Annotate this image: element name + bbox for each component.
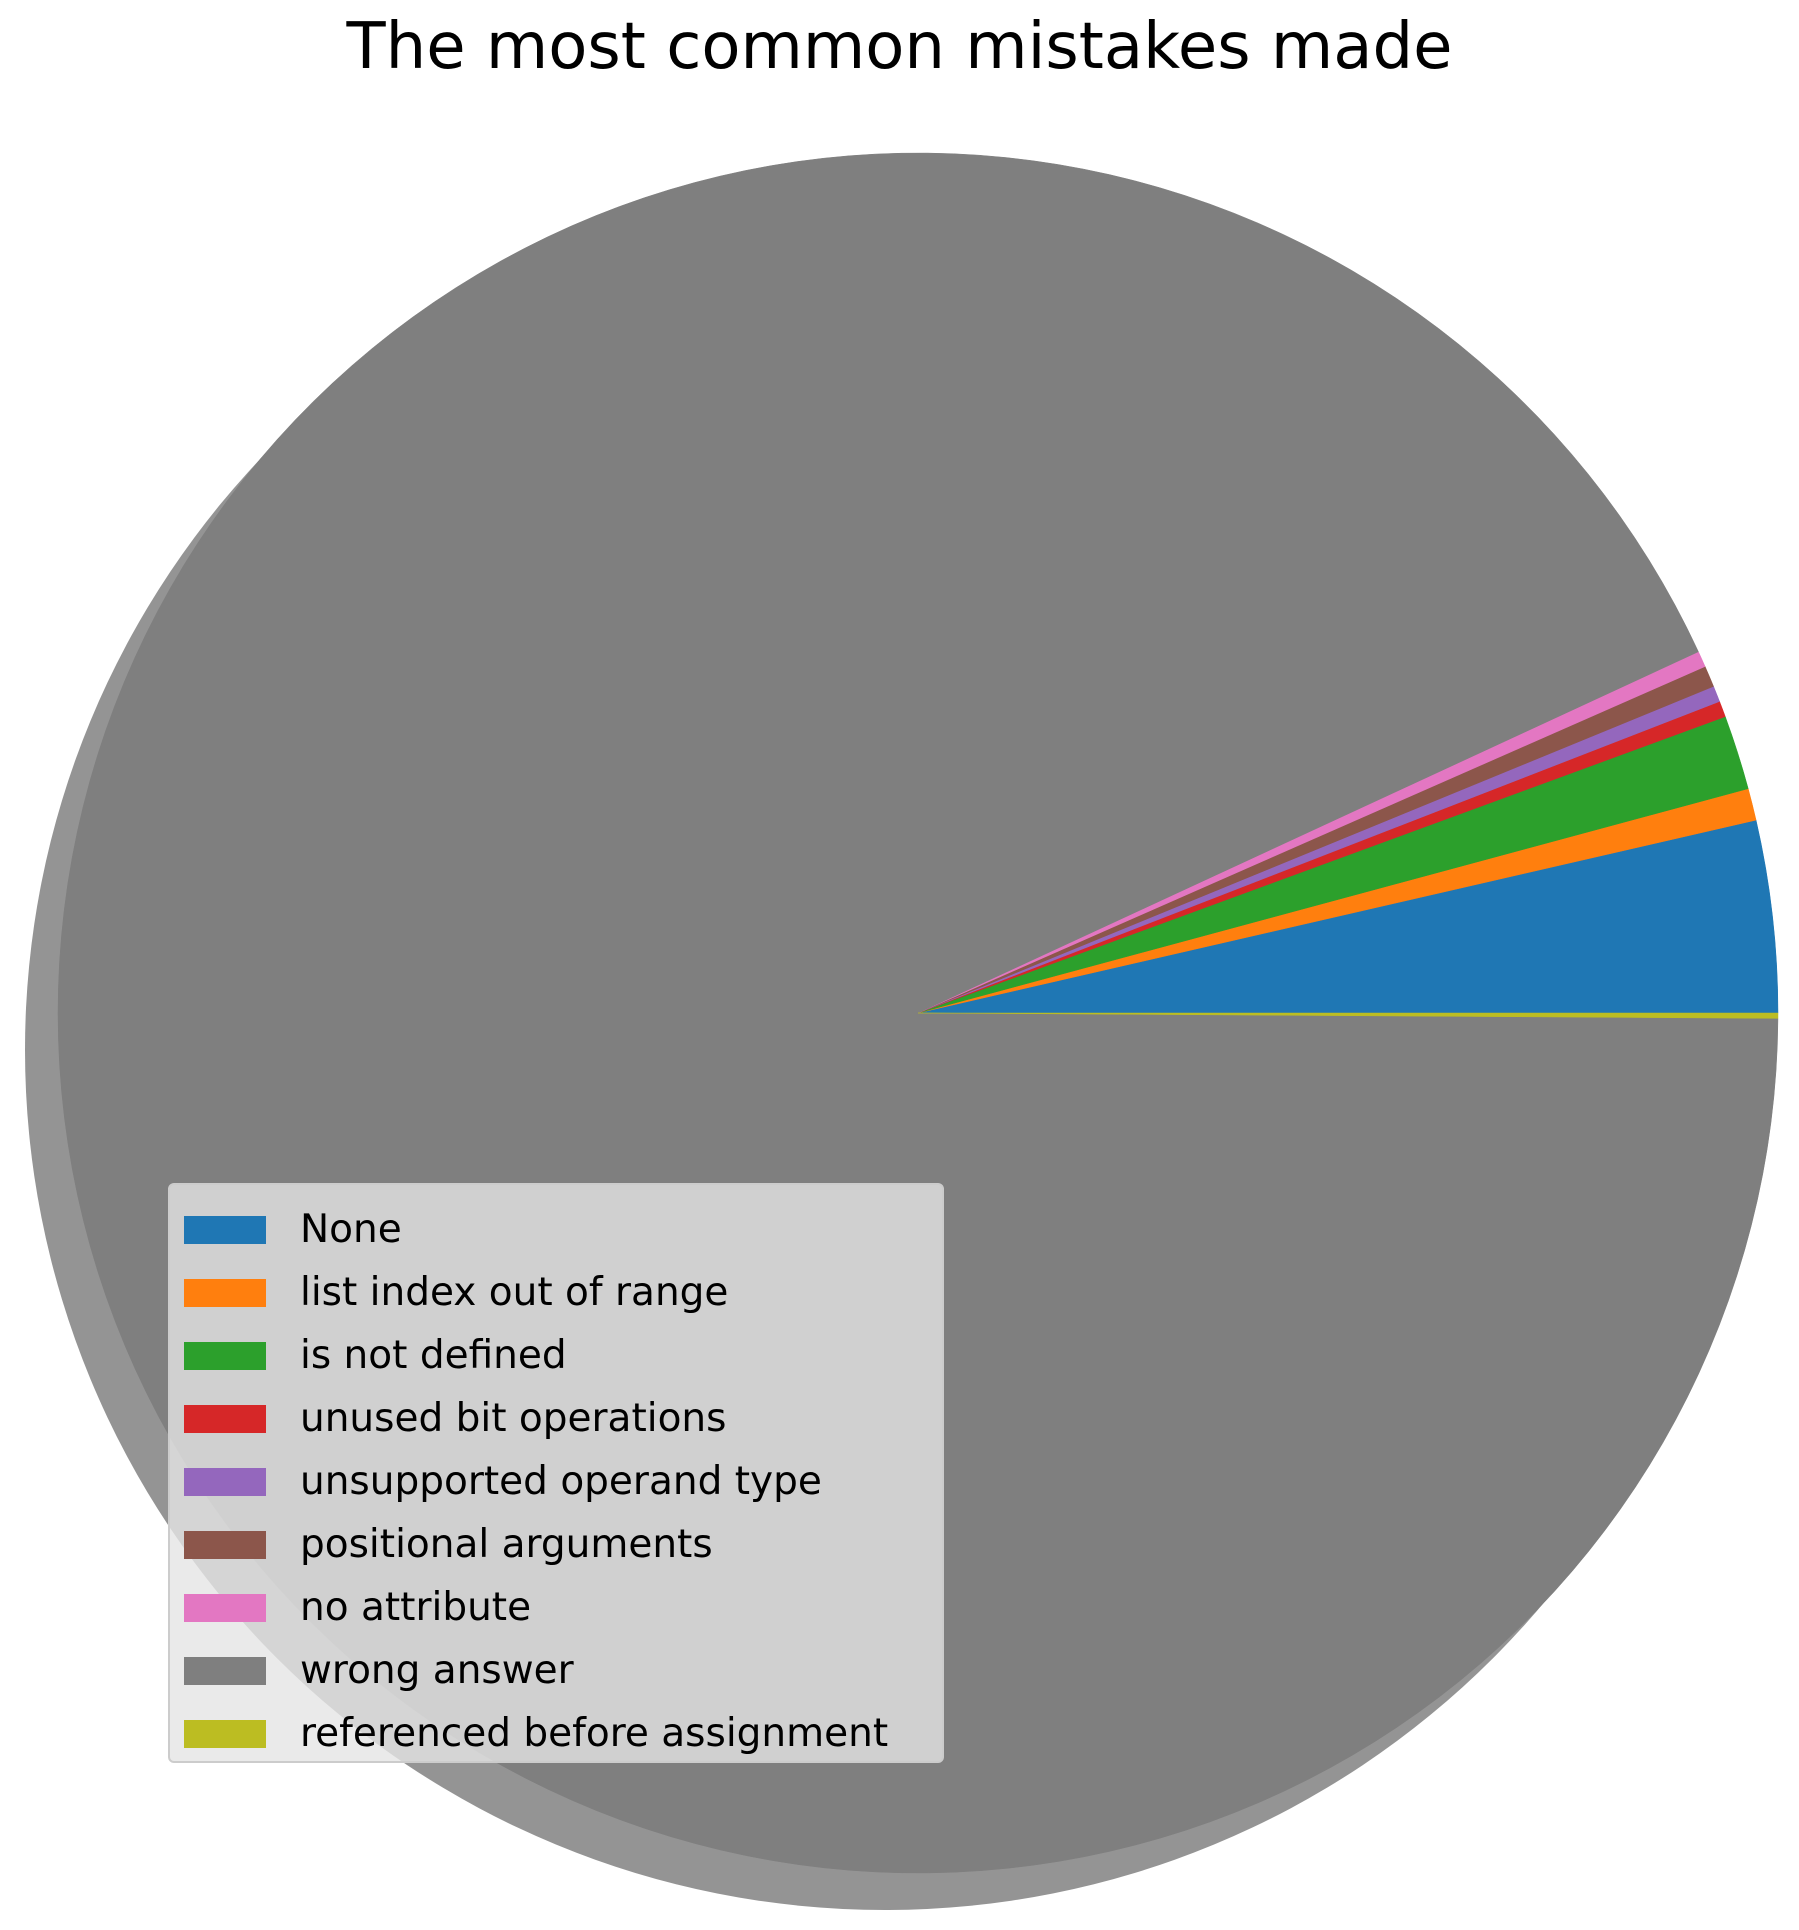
legend: None list index out of range is not define… — [168, 1183, 944, 1763]
legend-item: None — [184, 1198, 942, 1261]
legend-swatch — [184, 1593, 266, 1622]
legend-item: list index out of range — [184, 1261, 942, 1324]
legend-swatch — [184, 1656, 266, 1685]
legend-item: wrong answer — [184, 1639, 942, 1702]
legend-item: positional arguments — [184, 1513, 942, 1576]
legend-label: wrong answer — [300, 1648, 574, 1693]
legend-label: is not defined — [300, 1333, 567, 1378]
legend-swatch — [184, 1215, 266, 1244]
legend-swatch — [184, 1341, 266, 1370]
legend-item: unused bit operations — [184, 1387, 942, 1450]
pie-slice-referenced-before-assignment — [917, 1012, 1779, 1019]
legend-label: None — [300, 1207, 402, 1252]
legend-label: referenced before assignment — [300, 1711, 889, 1756]
legend-swatch — [184, 1530, 266, 1559]
legend-swatch — [184, 1467, 266, 1496]
legend-swatch — [184, 1719, 266, 1748]
legend-item: is not defined — [184, 1324, 942, 1387]
legend-label: positional arguments — [300, 1522, 713, 1567]
legend-label: list index out of range — [300, 1270, 729, 1315]
pie-slices — [57, 152, 1779, 1874]
legend-swatch — [184, 1404, 266, 1433]
legend-label: no attribute — [300, 1585, 532, 1630]
legend-swatch — [184, 1278, 266, 1307]
chart-title: The most common mistakes made — [346, 10, 1453, 84]
legend-label: unsupported operand type — [300, 1459, 822, 1504]
legend-item: no attribute — [184, 1576, 942, 1639]
legend-item: referenced before assignment — [184, 1702, 942, 1765]
legend-label: unused bit operations — [300, 1396, 727, 1441]
legend-item: unsupported operand type — [184, 1450, 942, 1513]
